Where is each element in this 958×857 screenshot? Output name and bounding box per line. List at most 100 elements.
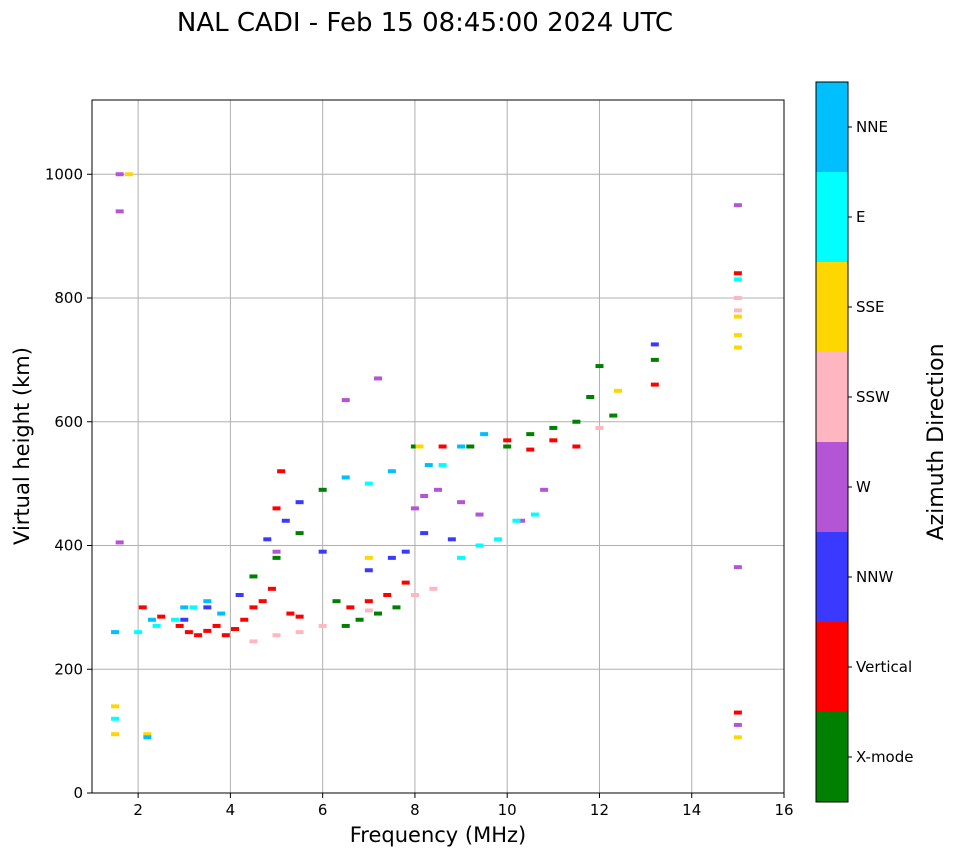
data-point	[503, 438, 512, 443]
y-tick-label: 400	[54, 537, 83, 555]
colorbar-label: NNE	[856, 118, 888, 136]
data-point	[364, 568, 373, 573]
data-point	[512, 518, 521, 523]
data-point	[503, 444, 512, 449]
data-point	[263, 537, 272, 542]
data-point	[572, 444, 581, 449]
data-point	[401, 580, 410, 585]
data-point	[364, 555, 373, 560]
data-point	[111, 704, 120, 709]
data-point	[733, 345, 742, 350]
data-point	[549, 438, 558, 443]
x-axis-label: Frequency (MHz)	[350, 823, 526, 847]
data-point	[549, 425, 558, 430]
data-point	[650, 342, 659, 347]
x-tick-label: 2	[133, 801, 143, 819]
chart-title: NAL CADI - Feb 15 08:45:00 2024 UTC	[177, 8, 673, 38]
data-point	[152, 623, 161, 628]
colorbar-frame	[815, 81, 849, 803]
data-point	[272, 555, 281, 560]
data-point	[143, 735, 152, 740]
data-point	[420, 494, 429, 498]
colorbar-label: X-mode	[856, 748, 913, 766]
data-point	[203, 628, 212, 633]
data-point	[457, 500, 466, 505]
data-point	[374, 611, 383, 616]
data-point	[733, 565, 742, 570]
data-point	[295, 500, 304, 505]
data-point	[387, 555, 396, 560]
data-point	[387, 469, 396, 474]
data-point	[147, 617, 156, 622]
series-nne	[111, 432, 489, 740]
data-point	[429, 586, 438, 591]
data-point	[424, 463, 433, 468]
data-point	[392, 605, 401, 610]
data-point	[346, 605, 355, 610]
data-point	[272, 506, 281, 511]
data-point	[203, 605, 212, 610]
data-point	[650, 357, 659, 362]
data-point	[480, 432, 489, 437]
data-point	[115, 172, 124, 177]
data-point	[111, 716, 120, 721]
colorbar-swatch	[816, 262, 848, 352]
y-tick-label: 200	[54, 660, 83, 678]
data-point	[235, 593, 244, 597]
data-point	[609, 413, 618, 418]
data-point	[475, 512, 484, 517]
colorbar-label: Vertical	[856, 658, 912, 676]
data-point	[526, 447, 535, 452]
x-tick-label: 8	[410, 801, 420, 819]
series-w	[115, 172, 742, 727]
data-point	[157, 614, 166, 619]
data-point	[203, 599, 212, 604]
series-ssw	[249, 296, 742, 644]
x-tick-label: 16	[774, 801, 793, 819]
data-point	[295, 531, 304, 536]
series-x-mode	[249, 357, 659, 628]
axes-frame	[91, 99, 785, 794]
data-point	[517, 518, 526, 523]
data-point	[733, 735, 742, 740]
data-point	[143, 732, 152, 737]
data-point	[277, 469, 286, 474]
data-point	[180, 605, 189, 610]
colorbar-label: W	[856, 478, 871, 496]
data-point	[457, 555, 466, 560]
data-point	[733, 722, 742, 727]
data-point	[572, 419, 581, 424]
data-point	[540, 487, 549, 492]
data-point	[286, 611, 295, 616]
data-point	[318, 549, 327, 554]
data-point	[258, 599, 267, 604]
data-point	[434, 487, 442, 492]
data-point	[295, 630, 304, 635]
data-point	[332, 599, 341, 604]
data-point	[194, 633, 203, 638]
data-point	[295, 614, 304, 619]
data-point	[138, 605, 147, 610]
colorbar-label: NNW	[856, 568, 893, 586]
data-point	[364, 599, 373, 604]
data-point	[733, 333, 742, 338]
data-point	[733, 271, 742, 276]
data-point	[438, 463, 447, 468]
data-point	[175, 623, 184, 628]
data-point	[447, 537, 456, 542]
data-point	[318, 487, 327, 492]
series-vertical	[138, 271, 742, 715]
data-point	[115, 540, 124, 545]
series-sse	[111, 172, 742, 740]
data-point	[595, 364, 604, 369]
data-point	[526, 432, 535, 437]
series-nnw	[180, 342, 659, 622]
colorbar-swatch	[816, 172, 848, 262]
data-point	[111, 732, 120, 737]
colorbar-swatch	[816, 352, 848, 442]
colorbar-label: E	[856, 208, 865, 226]
data-point	[267, 586, 276, 591]
data-point	[364, 481, 373, 486]
data-point	[595, 425, 604, 430]
data-point	[733, 314, 742, 319]
